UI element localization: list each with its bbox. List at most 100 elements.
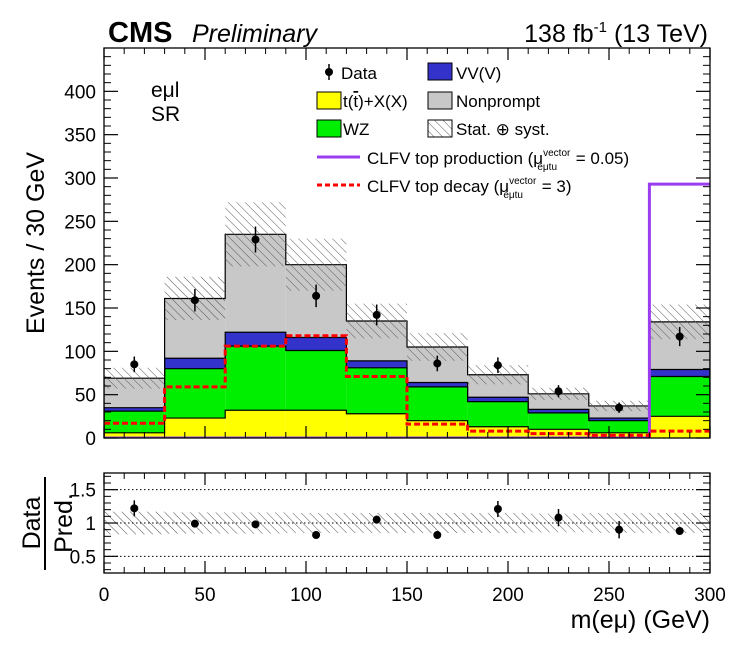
bar-vvv-bin-5 [407,382,468,387]
data-point-6 [493,361,502,370]
main-ytick-label-0: 0 [85,429,96,450]
legend-nonprompt-label: Nonprompt [456,92,540,111]
data-point-8 [615,403,624,412]
ratio-ytick-label-0: 0.5 [70,547,96,568]
main-ytick-label-1: 50 [75,386,96,407]
bar-wz-bin-9 [649,376,710,417]
legend-data-label: Data [341,64,377,83]
data-point-0 [130,360,139,369]
ratio-point-7 [554,513,563,522]
bar-vvv-bin-3 [285,337,347,351]
bar-wz-bin-8 [588,420,650,433]
bar-ttx-bin-9 [649,416,710,438]
main-ytick-label-8: 400 [64,82,96,103]
ratio-y-denominator: Pred. [50,493,78,553]
ratio-point-4 [372,515,381,524]
ratio-points [130,500,684,539]
bar-wz-bin-7 [528,412,589,430]
ratio-axes: 0.5 1 1.5 0 50 100 150 200 250 300 [70,473,726,606]
bar-vvv-bin-0 [104,407,165,412]
ratio-xtick-label-4: 200 [492,585,524,606]
main-ytick-label-5: 250 [64,212,96,233]
bar-wz-bin-2 [225,346,286,411]
ratio-reference-lines [104,489,710,557]
ratio-ytick-label-2: 1.5 [70,481,96,502]
bar-vvv-bin-7 [528,409,589,413]
ratio-band-bin-0 [104,511,165,535]
ratio-xtick-label-0: 0 [99,585,110,606]
syst-band-bin-0 [104,367,165,389]
ratio-point-6 [493,505,502,513]
ratio-point-1 [190,519,199,528]
legend-nonprompt-swatch [427,91,453,110]
experiment-label: CMS [108,17,172,49]
ratio-point-3 [312,531,321,539]
ratio-xtick-label-2: 100 [290,585,322,606]
ratio-xtick-label-1: 50 [194,585,215,606]
channel-label: eμl [151,79,179,102]
data-point-4 [372,310,381,319]
data-point-3 [312,291,321,300]
bar-wz-bin-4 [346,367,407,414]
main-y-axis-title: Events / 30 GeV [22,152,50,334]
main-ytick-label-3: 150 [64,299,96,320]
ratio-point-5 [433,531,442,539]
data-point-2 [251,235,260,244]
ratio-ytick-label-1: 1 [85,514,96,535]
legend-vvv-swatch [427,62,453,81]
outline-vvv [104,331,710,438]
main-axes: 0 50 100 150 200 250 300 350 400 [64,48,711,450]
ratio-band-bin-6 [467,513,529,533]
ratio-xtick-label-5: 250 [593,585,625,606]
x-axis-title: m(eμ) (GeV) [571,606,710,634]
legend-ttx-label: t(t)+X(X) [343,92,408,111]
legend-production-label: CLFV top production (μvector eμtu = 0.05) [367,148,629,173]
bar-ttx-bin-0 [104,432,165,438]
bar-vvv-bin-2 [225,332,286,347]
data-point-1 [190,296,199,305]
region-label: SR [151,103,180,126]
bar-wz-bin-6 [467,401,529,427]
main-ytick-label-6: 300 [64,169,96,190]
overlay-clfv-top-production [104,182,710,438]
bar-ttx-bin-4 [346,413,407,438]
lumi-unit-sup: -1 [594,19,607,36]
legend-syst-swatch [427,119,453,138]
main-ytick-label-2: 100 [64,342,96,363]
data-point-9 [675,332,684,341]
ratio-y-axis-title: Data Pred. [18,477,78,570]
ratio-point-8 [615,525,624,534]
ratio-band-bin-9 [649,513,710,533]
main-ytick-label-7: 350 [64,126,96,147]
ratio-point-0 [130,504,139,513]
ratio-point-9 [675,527,684,535]
ratio-xtick-label-6: 300 [694,585,726,606]
energy-label: (13 TeV) [607,20,708,48]
bar-vvv-bin-1 [164,358,226,369]
preliminary-label: Preliminary [192,20,319,48]
ratio-y-numerator: Data [18,497,46,550]
bar-vvv-bin-6 [467,397,529,402]
bar-vvv-bin-4 [346,360,407,368]
legend: Data VV(V) t(t)+X(X) Nonprompt WZ Stat. … [316,62,629,201]
lumi-value: 138 fb [524,20,594,48]
data-point-7 [554,387,563,396]
bar-ttx-bin-3 [285,410,347,438]
ratio-xtick-label-3: 150 [391,585,423,606]
legend-syst-label: Stat. ⊕ syst. [456,120,550,139]
bar-ttx-bin-2 [225,410,286,438]
bar-vvv-bin-9 [649,369,710,377]
legend-vvv-label: VV(V) [456,64,501,83]
legend-wz-swatch [316,119,342,138]
syst-band-bin-6 [467,365,529,385]
data-point-5 [433,359,442,368]
legend-ttx-swatch [316,91,342,110]
luminosity-label: 138 fb-1 (13 TeV) [524,19,708,48]
data-points [130,226,684,413]
bar-vvv-bin-8 [588,418,650,421]
main-ytick-label-4: 200 [64,256,96,277]
syst-band-bin-3 [285,238,347,291]
legend-decay-label: CLFV top decay (μvector eμtu = 3) [367,176,571,201]
bar-wz-bin-1 [164,368,226,419]
